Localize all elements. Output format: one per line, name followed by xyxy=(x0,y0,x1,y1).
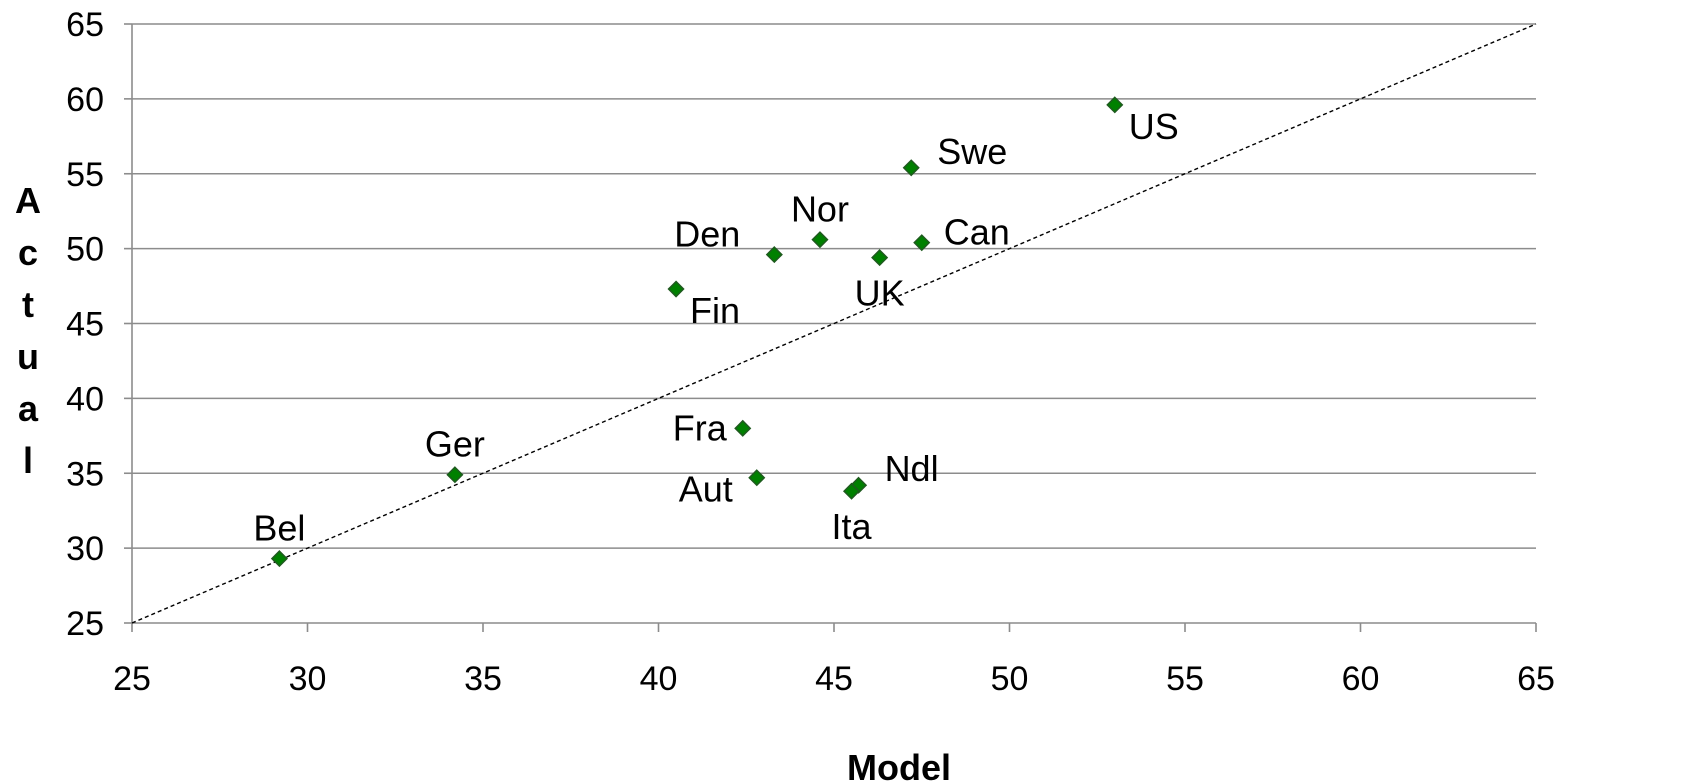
x-tick-label: 30 xyxy=(289,660,327,698)
point-label-ita: Ita xyxy=(832,506,873,547)
x-tick-label: 60 xyxy=(1342,660,1380,698)
y-tick-label: 55 xyxy=(66,156,104,194)
y-axis-title-letter: a xyxy=(18,388,39,429)
x-tick-label: 50 xyxy=(991,660,1029,698)
point-ita xyxy=(842,482,861,500)
point-aut xyxy=(748,469,766,487)
x-tick-label: 55 xyxy=(1166,660,1204,698)
point-label-ndl: Ndl xyxy=(885,448,939,489)
y-tick-label: 65 xyxy=(66,6,104,44)
point-us xyxy=(1106,96,1124,114)
point-label-ger: Ger xyxy=(425,424,485,465)
y-axis-title-letter: A xyxy=(15,180,41,221)
point-labels: US Swe Nor Can Den UK Fin Fra Ger Aut Ndl Ita Bel xyxy=(253,106,1178,549)
y-tick-label: 25 xyxy=(66,605,104,643)
grid-lines xyxy=(132,23,1536,549)
point-label-fin: Fin xyxy=(690,290,740,331)
point-can xyxy=(913,234,931,252)
y-tick-label: 30 xyxy=(66,530,104,568)
point-label-fra: Fra xyxy=(673,407,728,448)
point-label-can: Can xyxy=(944,212,1010,253)
x-tick-label: 65 xyxy=(1517,660,1555,698)
y-tick-label: 45 xyxy=(66,306,104,344)
x-tick-label: 25 xyxy=(113,660,151,698)
point-den xyxy=(765,246,783,264)
tick-labels: 25 30 35 40 45 50 55 60 65 25 30 35 40 45 50 55 60 65 xyxy=(66,6,1555,698)
point-label-swe: Swe xyxy=(937,131,1007,172)
point-fra xyxy=(734,419,752,437)
axes xyxy=(124,23,1537,632)
y-axis-title-letter: t xyxy=(22,284,34,325)
point-fin xyxy=(667,280,685,298)
y-axis-title-letter: l xyxy=(23,440,33,481)
point-label-den: Den xyxy=(674,214,740,255)
y-tick-label: 40 xyxy=(66,380,104,418)
reference-line xyxy=(131,23,1537,624)
point-label-uk: UK xyxy=(855,273,905,314)
point-nor xyxy=(811,231,829,249)
point-label-us: US xyxy=(1129,106,1179,147)
x-tick-label: 40 xyxy=(640,660,678,698)
y-tick-label: 60 xyxy=(66,81,104,119)
point-label-bel: Bel xyxy=(253,508,305,549)
point-bel xyxy=(270,550,288,568)
y-tick-label: 50 xyxy=(66,231,104,269)
point-label-nor: Nor xyxy=(791,189,849,230)
point-label-aut: Aut xyxy=(679,469,733,510)
y-axis-title-letter: u xyxy=(17,336,39,377)
x-tick-label: 45 xyxy=(815,660,853,698)
y-tick-label: 35 xyxy=(66,455,104,493)
diagonal-reference-line xyxy=(131,23,1537,624)
point-ger xyxy=(446,466,464,484)
data-points xyxy=(270,96,1124,568)
y-axis-title-letter: c xyxy=(18,232,38,273)
point-uk xyxy=(871,249,889,267)
x-axis-title: Model xyxy=(847,747,951,784)
point-swe xyxy=(902,159,920,177)
x-tick-label: 35 xyxy=(464,660,502,698)
